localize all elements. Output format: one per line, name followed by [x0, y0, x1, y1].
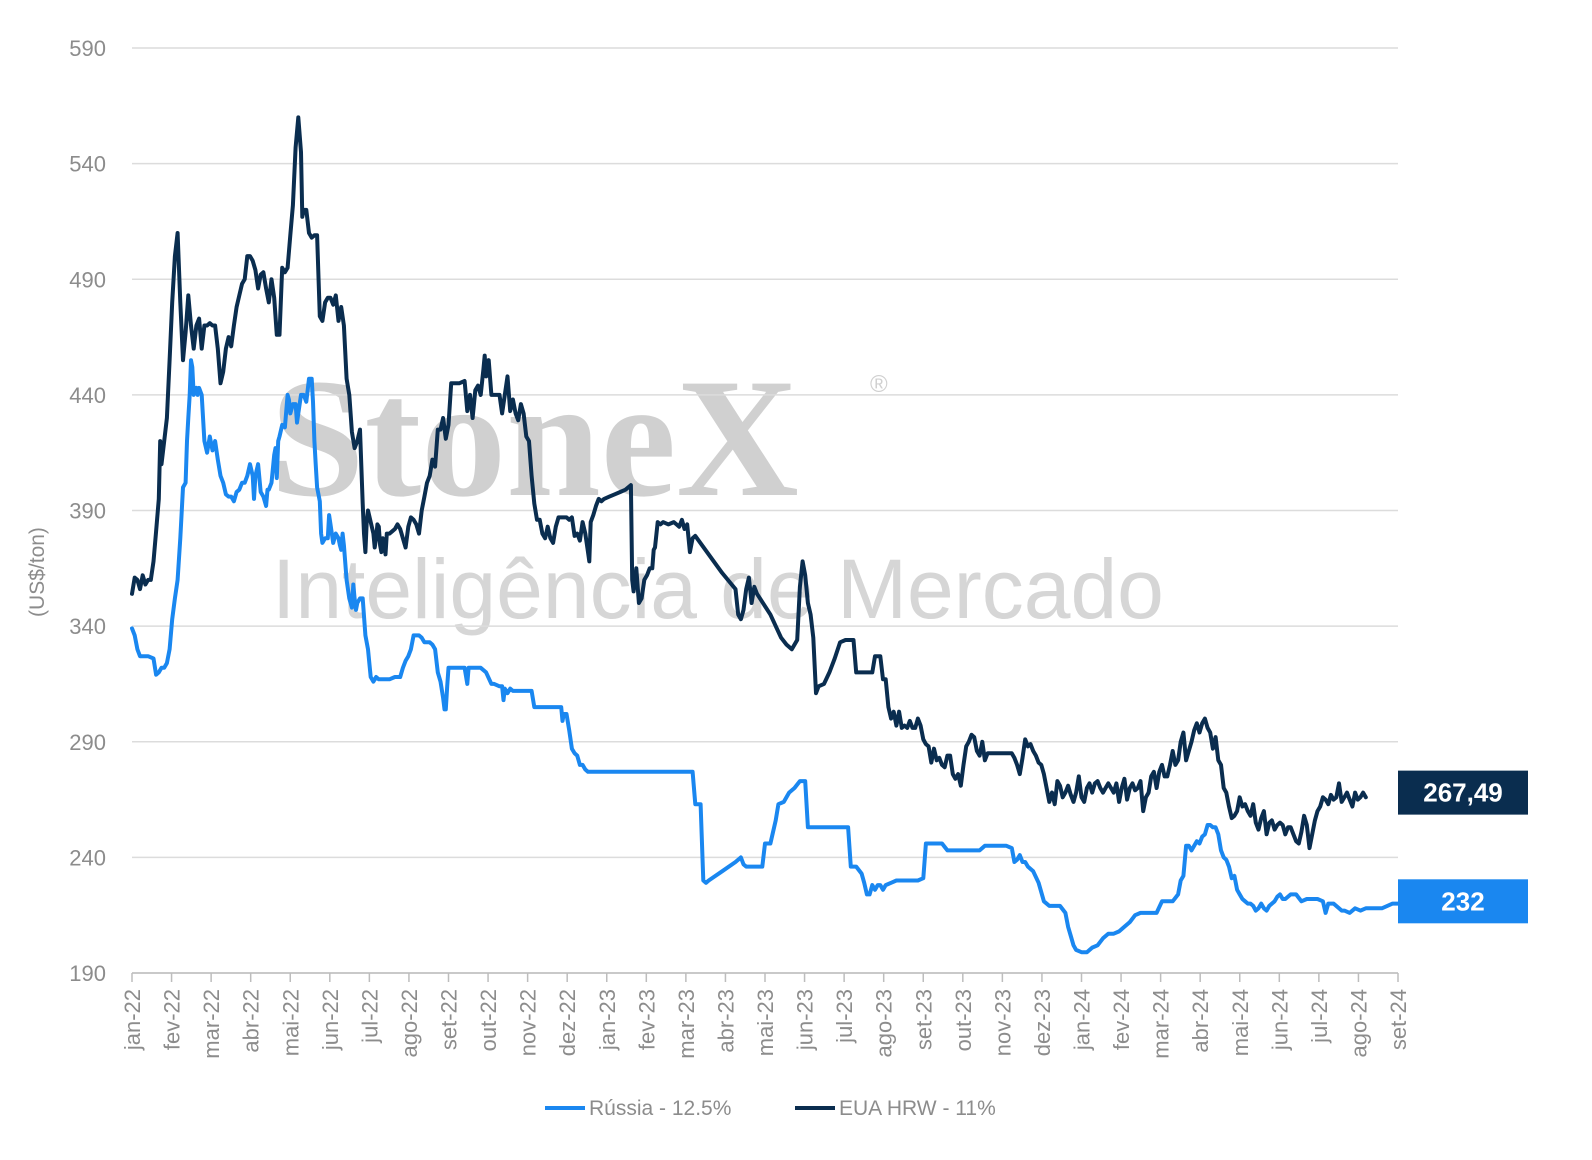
x-tick-label: mar-22: [199, 989, 224, 1059]
x-tick-label: ago-23: [872, 989, 897, 1058]
x-tick-label: jul-22: [357, 989, 382, 1044]
x-tick-label: dez-23: [1030, 989, 1055, 1056]
end-value-label: 267,49: [1423, 778, 1503, 808]
stonex-watermark: StoneX ® Inteligência de Mercado: [270, 344, 1164, 636]
legend-label: EUA HRW - 11%: [839, 1097, 996, 1120]
x-tick-label: abr-22: [239, 989, 264, 1053]
x-tick-label: jun-22: [318, 989, 343, 1051]
y-tick-label: 590: [69, 36, 106, 61]
y-tick-label: 390: [69, 499, 106, 524]
x-axis: jan-22 fev-22 mar-22 abr-22 mai-22 jun-22 jul-…: [120, 972, 1411, 1059]
x-tick-label: jan-22: [120, 989, 145, 1051]
watermark-tagline: Inteligência de Mercado: [272, 542, 1164, 636]
x-tick-label: abr-24: [1188, 989, 1213, 1053]
watermark-registered-mark: ®: [870, 371, 888, 398]
x-tick-label: jun-24: [1267, 989, 1292, 1051]
end-value-labels: 232 267,49: [1398, 770, 1528, 924]
x-tick-label: jan-23: [595, 989, 620, 1051]
y-tick-label: 190: [69, 961, 106, 986]
x-tick-label: jul-23: [832, 989, 857, 1044]
legend-label: Rússia - 12.5%: [589, 1097, 731, 1120]
x-tick-label: nov-23: [990, 989, 1015, 1056]
x-tick-label: jul-24: [1307, 989, 1332, 1044]
x-tick-label: abr-23: [713, 989, 738, 1053]
series-line-russia: [130, 358, 1400, 955]
x-tick-label: jun-23: [793, 989, 818, 1051]
x-tick-label: set-22: [437, 989, 462, 1050]
legend: Rússia - 12.5% EUA HRW - 11%: [545, 1097, 996, 1120]
y-tick-label: 290: [69, 730, 106, 755]
end-label-box: [1398, 770, 1528, 815]
x-tick-label: fev-23: [634, 989, 659, 1050]
y-tick-label: 490: [69, 267, 106, 292]
x-tick-label: mai-22: [278, 989, 303, 1056]
y-tick-label: 240: [69, 845, 106, 870]
series-layer: [130, 115, 1400, 955]
series-line-eua-hrw: [130, 115, 1368, 851]
x-tick-label: out-23: [951, 989, 976, 1051]
x-tick-label: mar-23: [674, 989, 699, 1059]
x-tick-label: mai-23: [753, 989, 778, 1056]
x-tick-label: set-23: [911, 989, 936, 1050]
x-tick-label: ago-24: [1346, 989, 1371, 1058]
x-tick-label: dez-22: [555, 989, 580, 1056]
x-tick-label: out-22: [476, 989, 501, 1051]
x-tick-label: jan-24: [1070, 989, 1095, 1051]
y-tick-label: 340: [69, 614, 106, 639]
y-tick-label: 440: [69, 383, 106, 408]
y-axis-ticks: 190 240 290 340 390 440 490 540 590: [69, 36, 106, 986]
x-tick-label: ago-22: [397, 989, 422, 1058]
x-tick-label: fev-22: [160, 989, 185, 1050]
end-label-box: [1398, 879, 1528, 924]
x-tick-label: fev-24: [1109, 989, 1134, 1050]
y-tick-label: 540: [69, 152, 106, 177]
y-axis-label: (US$/ton): [26, 527, 49, 617]
x-tick-label: set-24: [1386, 989, 1411, 1050]
x-tick-label: mar-24: [1149, 989, 1174, 1059]
end-value-label: 232: [1441, 886, 1484, 916]
x-tick-label: nov-22: [516, 989, 541, 1056]
x-tick-label: mai-24: [1228, 989, 1253, 1056]
